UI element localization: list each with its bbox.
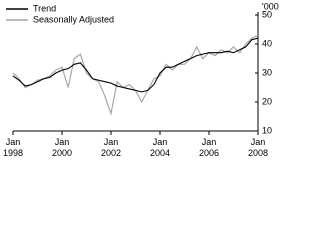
x-tick-label-line: Jan xyxy=(153,137,168,147)
x-tick-label: Jan 2002 xyxy=(101,137,121,158)
x-tick-label: Jan 2004 xyxy=(150,137,170,158)
legend-label: Seasonally Adjusted xyxy=(33,14,114,24)
y-tick-label: 40 xyxy=(262,38,272,48)
y-unit-label: '000 xyxy=(262,1,279,11)
series-line xyxy=(12,34,259,116)
x-tick-label-line: 1998 xyxy=(3,148,23,158)
x-tick-label-line: Jan xyxy=(104,137,119,147)
x-tick-label-line: Jan xyxy=(202,137,217,147)
x-tick-label-line: 2002 xyxy=(101,148,121,158)
x-tick-label-line: Jan xyxy=(6,137,21,147)
legend-label: Trend xyxy=(33,3,56,13)
series-line xyxy=(12,37,259,93)
y-tick-label: 30 xyxy=(262,67,272,77)
x-tick-label: Jan 2006 xyxy=(199,137,219,158)
y-tick-label: 10 xyxy=(262,125,272,135)
x-tick-label: Jan 1998 xyxy=(3,137,23,158)
x-tick-label-line: 2006 xyxy=(199,148,219,158)
page: {"chart_data": {"type": "line", "y_unit_… xyxy=(2,1,279,159)
x-tick-label: Jan 2008 xyxy=(248,137,268,158)
x-tick-label-line: 2008 xyxy=(248,148,268,158)
y-tick-label: 20 xyxy=(262,96,272,106)
x-tick-label-line: Jan xyxy=(251,137,266,147)
x-tick-label: Jan 2000 xyxy=(52,137,72,158)
x-tick-label-line: 2000 xyxy=(52,148,72,158)
x-tick-label-line: Jan xyxy=(55,137,70,147)
x-tick-label-line: 2004 xyxy=(150,148,170,158)
y-tick-label: 50 xyxy=(262,9,272,19)
